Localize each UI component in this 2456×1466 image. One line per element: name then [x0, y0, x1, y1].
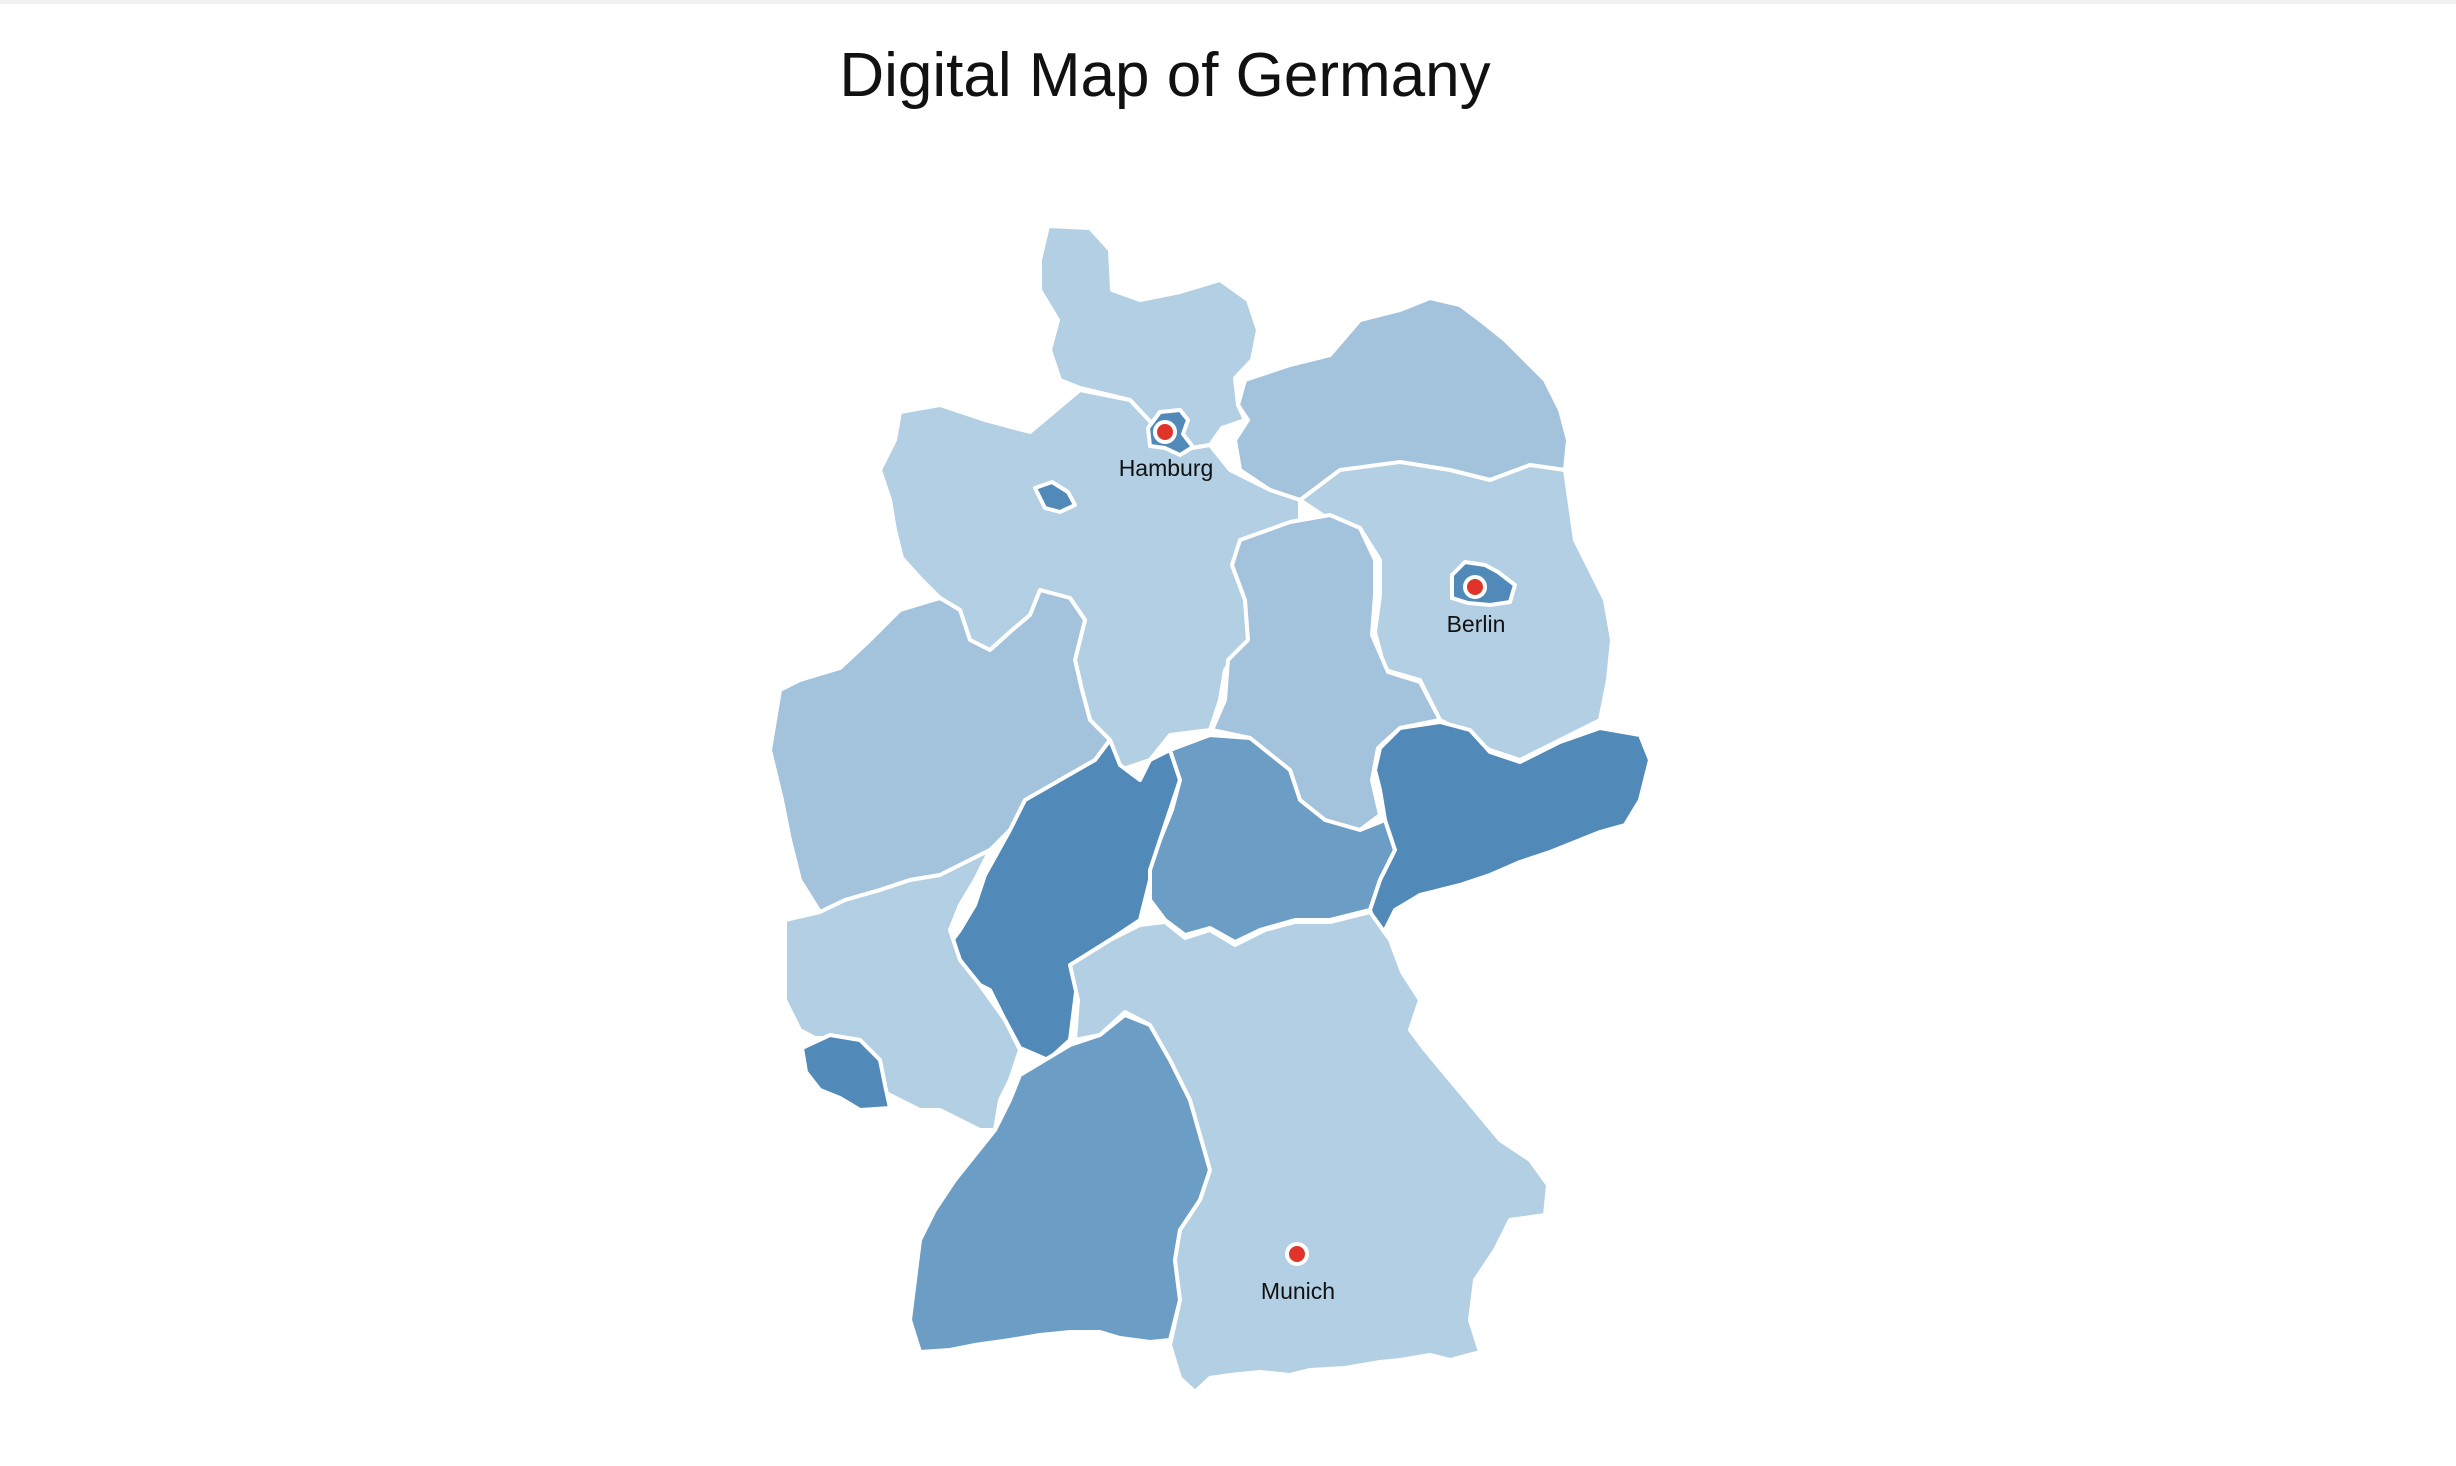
state-bremen[interactable] — [1033, 480, 1077, 514]
city-marker-berlin[interactable] — [1463, 575, 1487, 599]
state-schleswig-holstein[interactable] — [1038, 224, 1260, 452]
top-rule — [0, 0, 2456, 4]
city-hamburg[interactable]: Hamburg — [1119, 420, 1214, 481]
state-layer — [768, 224, 1652, 1394]
state-saarland[interactable] — [800, 1033, 892, 1112]
city-label-hamburg: Hamburg — [1119, 455, 1214, 481]
city-markers: Hamburg Berlin Munich — [1119, 420, 1506, 1304]
state-brandenburg[interactable] — [1298, 460, 1614, 762]
city-label-berlin: Berlin — [1447, 611, 1506, 637]
map-title: Digital Map of Germany — [839, 41, 1491, 110]
city-label-munich: Munich — [1261, 1278, 1335, 1304]
city-berlin[interactable]: Berlin — [1447, 575, 1506, 637]
city-munich[interactable]: Munich — [1261, 1242, 1335, 1304]
city-marker-munich[interactable] — [1285, 1242, 1309, 1266]
state-sachsen[interactable] — [1368, 720, 1652, 942]
state-bayern[interactable] — [1068, 910, 1550, 1394]
city-marker-hamburg[interactable] — [1153, 420, 1177, 444]
